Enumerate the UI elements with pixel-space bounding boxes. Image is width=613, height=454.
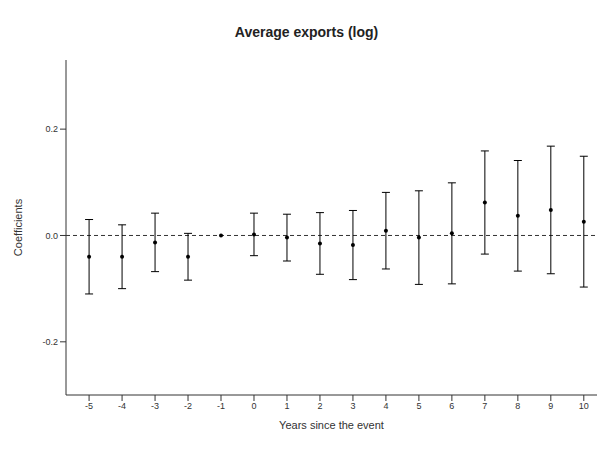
svg-text:0.2: 0.2 <box>45 124 58 134</box>
svg-text:0.0: 0.0 <box>45 231 58 241</box>
svg-text:-4: -4 <box>118 401 126 411</box>
svg-text:8: 8 <box>515 401 520 411</box>
svg-text:4: 4 <box>383 401 388 411</box>
svg-text:5: 5 <box>416 401 421 411</box>
svg-text:10: 10 <box>579 401 589 411</box>
svg-text:-1: -1 <box>217 401 225 411</box>
svg-text:6: 6 <box>449 401 454 411</box>
svg-text:-2: -2 <box>184 401 192 411</box>
svg-text:9: 9 <box>548 401 553 411</box>
html-text:Average exports (log): Average exports (log) <box>234 24 379 40</box>
svg-text:-3: -3 <box>151 401 159 411</box>
svg-text:-5: -5 <box>85 401 93 411</box>
svg-text:1: 1 <box>284 401 289 411</box>
svg-text:-0.2: -0.2 <box>42 337 58 347</box>
svg-text:3: 3 <box>350 401 355 411</box>
svg-text:Years since the event: Years since the event <box>279 419 384 431</box>
svg-text:Coefficients: Coefficients <box>12 198 24 256</box>
svg-text:2: 2 <box>317 401 322 411</box>
svg-text:7: 7 <box>482 401 487 411</box>
svg-text:0: 0 <box>251 401 256 411</box>
